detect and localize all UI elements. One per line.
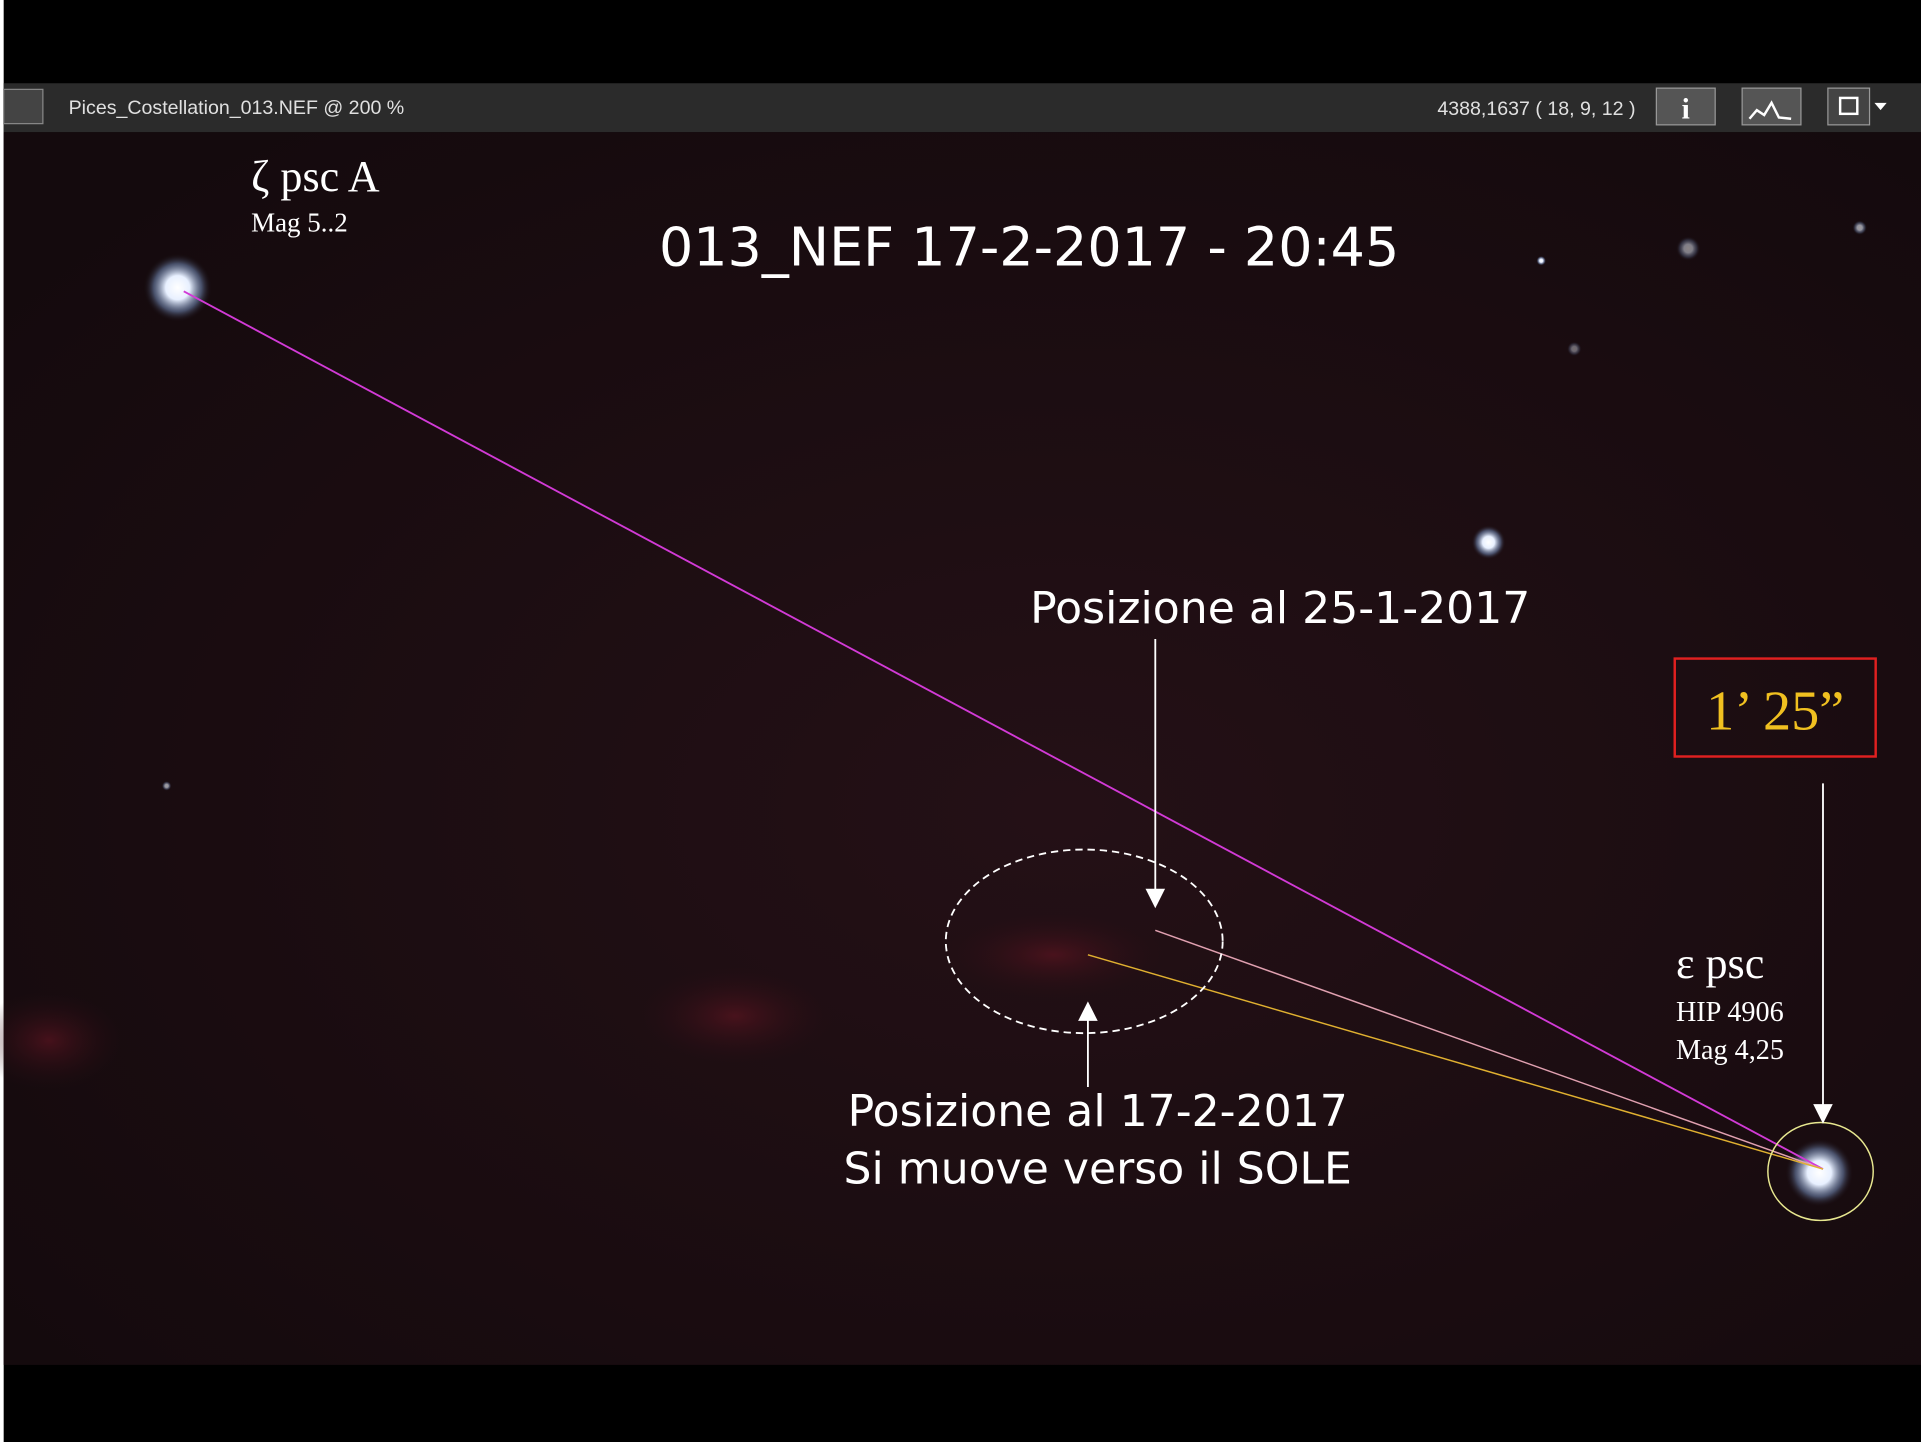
star (1471, 525, 1506, 560)
star (1785, 1138, 1854, 1207)
star (1675, 236, 1701, 261)
star-detail: HIP 4906 (1676, 997, 1784, 1028)
star-name: ζ psc A (251, 152, 380, 201)
star (143, 253, 212, 322)
histogram-icon (1748, 100, 1792, 120)
title: 013_NEF 17-2-2017 - 20:45 (659, 216, 1399, 279)
distance-line (183, 290, 1824, 1170)
distance-line (1087, 954, 1824, 1170)
zoom-icon (1838, 96, 1859, 116)
annotation: Posizione al 25-1-2017 (1030, 583, 1530, 634)
coordinates: 4388,1637 ( 18, 9, 12 ) (1437, 98, 1635, 120)
arrow-head (1813, 1104, 1833, 1124)
left-edge (0, 0, 4, 1442)
star (161, 780, 172, 791)
sky-image (3, 132, 1921, 1365)
star-detail: Mag 5..2 (251, 207, 348, 237)
distance-line (1155, 929, 1824, 1170)
toolbar (3, 83, 1921, 133)
annotation: Si muove verso il SOLE (844, 1144, 1352, 1195)
star-detail: Mag 4,25 (1676, 1035, 1784, 1066)
dropdown-arrow[interactable] (1874, 102, 1887, 111)
annotation: Posizione al 17-2-2017 (848, 1086, 1348, 1137)
arrow-head (1145, 888, 1166, 909)
info-button[interactable] (1655, 87, 1716, 126)
arrow-head (1078, 1001, 1098, 1021)
comet-glow (943, 911, 1164, 998)
star (1536, 255, 1547, 266)
distance-label: 1’ 25” (1706, 681, 1844, 743)
filename: Pices_Costellation_013.NEF @ 200 % (69, 97, 405, 119)
histogram-button[interactable] (1741, 87, 1802, 126)
star-circle (1767, 1121, 1874, 1222)
star-name: ε psc (1676, 939, 1764, 988)
nebula (637, 967, 834, 1065)
star (1852, 220, 1868, 236)
star (1566, 341, 1582, 357)
comet-circle (944, 848, 1224, 1035)
nebula (0, 991, 123, 1090)
distance-box (1673, 657, 1877, 758)
app-icon[interactable] (3, 88, 44, 125)
zoom-button[interactable] (1827, 87, 1871, 126)
info-button-label: i (1682, 94, 1690, 126)
